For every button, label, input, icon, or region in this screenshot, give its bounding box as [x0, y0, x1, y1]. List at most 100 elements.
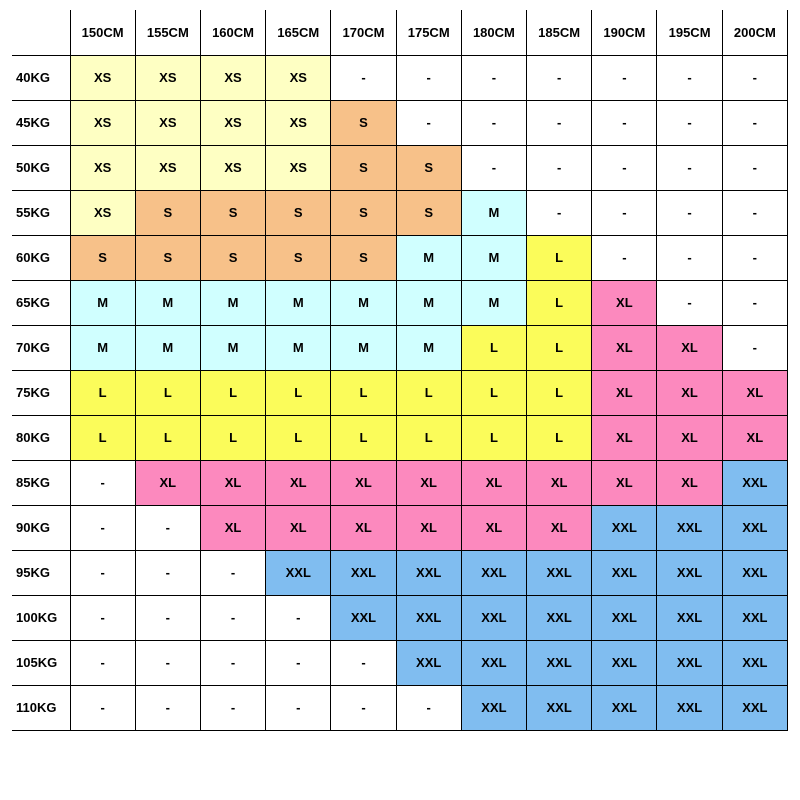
- size-cell: -: [657, 235, 722, 280]
- row-header: 70KG: [12, 325, 70, 370]
- size-cell: L: [135, 415, 200, 460]
- size-cell: S: [331, 190, 396, 235]
- size-cell: L: [266, 415, 331, 460]
- table-row: 70KGMMMMMMLLXLXL-: [12, 325, 788, 370]
- size-cell: XL: [461, 505, 526, 550]
- size-cell: -: [461, 145, 526, 190]
- size-cell: -: [722, 100, 787, 145]
- size-cell: XXL: [266, 550, 331, 595]
- size-cell: -: [331, 640, 396, 685]
- size-cell: -: [266, 640, 331, 685]
- table-row: 50KGXSXSXSXSSS-----: [12, 145, 788, 190]
- row-header: 95KG: [12, 550, 70, 595]
- row-header: 80KG: [12, 415, 70, 460]
- size-cell: -: [331, 685, 396, 730]
- row-header: 90KG: [12, 505, 70, 550]
- size-cell: XXL: [592, 685, 657, 730]
- size-cell: M: [396, 325, 461, 370]
- size-cell: M: [135, 280, 200, 325]
- size-cell: -: [722, 235, 787, 280]
- size-cell: -: [70, 550, 135, 595]
- table-row: 60KGSSSSSMML---: [12, 235, 788, 280]
- size-cell: M: [266, 280, 331, 325]
- table-row: 55KGXSSSSSSM----: [12, 190, 788, 235]
- size-cell: -: [200, 640, 265, 685]
- size-cell: L: [461, 415, 526, 460]
- table-row: 90KG--XLXLXLXLXLXLXXLXXLXXL: [12, 505, 788, 550]
- size-cell: XXL: [527, 685, 592, 730]
- size-cell: XL: [200, 505, 265, 550]
- col-header: 155CM: [135, 10, 200, 55]
- size-cell: XS: [70, 145, 135, 190]
- size-cell: L: [200, 415, 265, 460]
- size-cell: XXL: [527, 595, 592, 640]
- size-cell: XXL: [331, 550, 396, 595]
- size-cell: M: [200, 280, 265, 325]
- size-cell: S: [396, 190, 461, 235]
- size-cell: L: [461, 325, 526, 370]
- size-cell: M: [266, 325, 331, 370]
- size-cell: XL: [396, 460, 461, 505]
- row-header: 75KG: [12, 370, 70, 415]
- size-cell: -: [527, 190, 592, 235]
- size-cell: -: [722, 280, 787, 325]
- size-cell: XS: [135, 55, 200, 100]
- size-cell: -: [396, 55, 461, 100]
- size-cell: XXL: [396, 595, 461, 640]
- size-cell: XXL: [722, 460, 787, 505]
- size-cell: L: [461, 370, 526, 415]
- size-cell: XL: [592, 460, 657, 505]
- size-cell: XS: [135, 145, 200, 190]
- size-cell: XS: [266, 55, 331, 100]
- row-header: 85KG: [12, 460, 70, 505]
- size-cell: -: [70, 460, 135, 505]
- size-cell: XL: [266, 460, 331, 505]
- size-cell: L: [527, 370, 592, 415]
- size-cell: L: [396, 415, 461, 460]
- size-cell: -: [331, 55, 396, 100]
- size-cell: XXL: [592, 640, 657, 685]
- size-cell: XL: [331, 505, 396, 550]
- size-cell: L: [527, 325, 592, 370]
- size-cell: XXL: [592, 505, 657, 550]
- size-cell: -: [200, 685, 265, 730]
- size-cell: -: [135, 550, 200, 595]
- size-cell: XXL: [592, 550, 657, 595]
- size-cell: XXL: [657, 640, 722, 685]
- size-cell: L: [527, 415, 592, 460]
- size-cell: -: [592, 235, 657, 280]
- size-cell: M: [461, 190, 526, 235]
- size-cell: XXL: [722, 550, 787, 595]
- size-cell: XXL: [657, 505, 722, 550]
- size-cell: L: [266, 370, 331, 415]
- col-header: 190CM: [592, 10, 657, 55]
- size-cell: -: [722, 190, 787, 235]
- size-cell: -: [135, 595, 200, 640]
- size-cell: XXL: [396, 640, 461, 685]
- table-row: 95KG---XXLXXLXXLXXLXXLXXLXXLXXL: [12, 550, 788, 595]
- size-cell: XS: [70, 190, 135, 235]
- size-cell: L: [527, 235, 592, 280]
- size-cell: XS: [70, 100, 135, 145]
- size-cell: XL: [592, 370, 657, 415]
- size-cell: XL: [396, 505, 461, 550]
- size-cell: M: [70, 280, 135, 325]
- size-cell: -: [135, 640, 200, 685]
- table-row: 80KGLLLLLLLLXLXLXL: [12, 415, 788, 460]
- row-header: 60KG: [12, 235, 70, 280]
- size-cell: XL: [200, 460, 265, 505]
- size-cell: M: [331, 280, 396, 325]
- size-cell: S: [70, 235, 135, 280]
- size-cell: -: [266, 685, 331, 730]
- size-cell: -: [70, 685, 135, 730]
- size-cell: XL: [266, 505, 331, 550]
- size-cell: M: [396, 280, 461, 325]
- size-cell: L: [331, 370, 396, 415]
- size-cell: -: [592, 100, 657, 145]
- size-cell: XL: [722, 415, 787, 460]
- table-row: 85KG-XLXLXLXLXLXLXLXLXLXXL: [12, 460, 788, 505]
- size-cell: S: [396, 145, 461, 190]
- size-cell: -: [461, 100, 526, 145]
- size-cell: XXL: [657, 595, 722, 640]
- size-cell: XS: [266, 100, 331, 145]
